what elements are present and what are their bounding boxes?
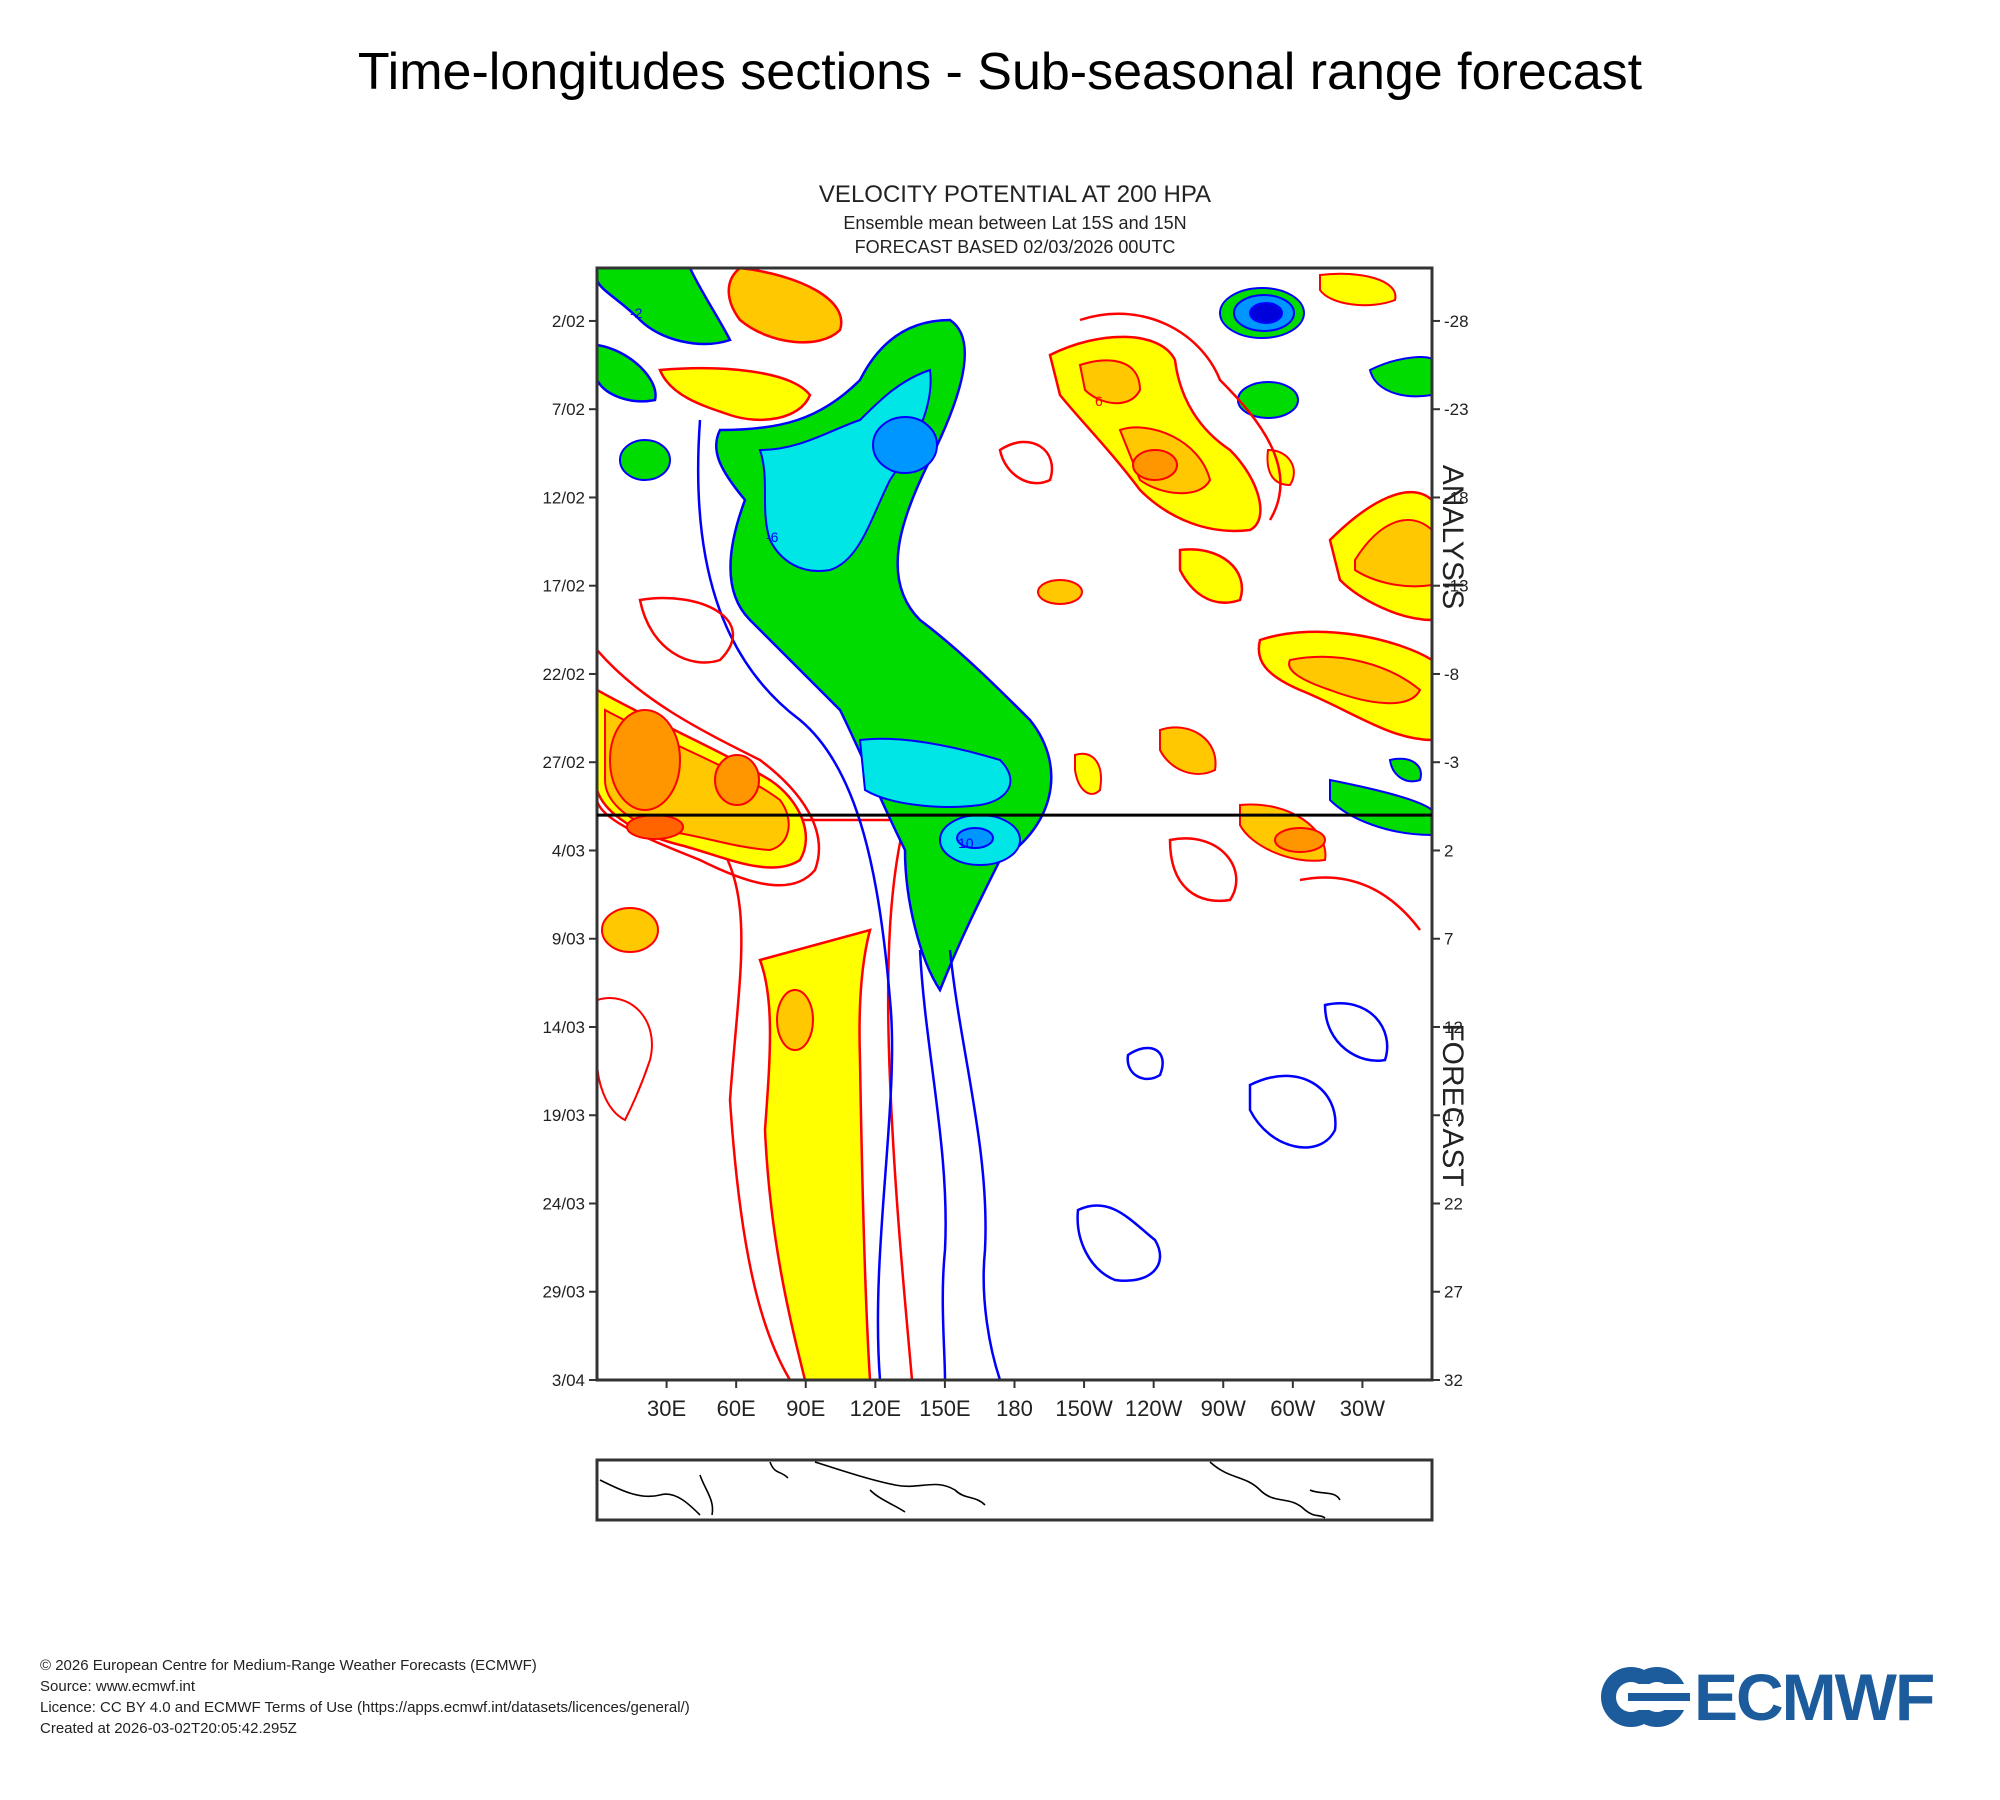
- contour-value-labels: 2 -2 6 -6 10: [630, 305, 1103, 1493]
- y-left-tick-label: 7/02: [552, 400, 585, 419]
- x-tick-label: 30E: [647, 1396, 686, 1421]
- chart-subtitle-2: FORECAST BASED 02/03/2026 00UTC: [855, 237, 1176, 257]
- y-right-tick-label: -3: [1444, 753, 1459, 772]
- y-left-tick-label: 14/03: [542, 1018, 585, 1037]
- y-right-tick-label: -23: [1444, 400, 1469, 419]
- contour-label: -6: [766, 529, 779, 545]
- early-feb-positive: [658, 268, 843, 422]
- contour-label: 10: [958, 835, 974, 851]
- y-left-tick-label: 12/02: [542, 488, 585, 507]
- y-axis-left: 2/02 7/02 12/02 17/02 22/02 27/02 4/03 9/03 14/0…: [542, 312, 597, 1390]
- analysis-label: ANALYSIS: [1436, 465, 1469, 610]
- source-text: Source: www.ecmwf.int: [40, 1678, 196, 1695]
- y-right-tick-label: 7: [1444, 930, 1453, 949]
- east-pacific-positive: [1037, 335, 1262, 795]
- world-map-strip: [595, 1458, 1434, 1522]
- x-tick-label: 30W: [1340, 1396, 1385, 1421]
- y-left-tick-label: 24/03: [542, 1194, 585, 1213]
- y-left-tick-label: 4/03: [552, 841, 585, 860]
- atlantic-positive: [1239, 272, 1432, 862]
- y-left-tick-label: 17/02: [542, 577, 585, 596]
- y-right-tick-label: -28: [1444, 312, 1469, 331]
- page-title: Time-longitudes sections - Sub-seasonal …: [357, 43, 1643, 101]
- x-tick-label: 120E: [850, 1396, 901, 1421]
- y-right-tick-label: 12: [1444, 1018, 1463, 1037]
- y-right-tick-label: -13: [1444, 577, 1469, 596]
- y-right-tick-label: 2: [1444, 841, 1453, 860]
- y-right-tick-label: 22: [1444, 1194, 1463, 1213]
- y-left-tick-label: 29/03: [542, 1283, 585, 1302]
- ecmwf-logo: ECMWF: [1598, 1660, 1935, 1734]
- chart-subtitle-1: Ensemble mean between Lat 15S and 15N: [843, 213, 1186, 233]
- ecmwf-logo-text: ECMWF: [1694, 1660, 1935, 1734]
- contour-label: 6: [1095, 393, 1103, 409]
- y-left-tick-label: 27/02: [542, 753, 585, 772]
- created-text: Created at 2026-03-02T20:05:42.295Z: [40, 1720, 297, 1737]
- x-tick-label: 120W: [1125, 1396, 1183, 1421]
- x-tick-label: 150E: [919, 1396, 970, 1421]
- x-tick-label: 180: [996, 1396, 1033, 1421]
- maritime-continent-negative: [696, 318, 1053, 1380]
- x-tick-label: 60E: [717, 1396, 756, 1421]
- south-america-negative: [1076, 287, 1432, 1283]
- y-left-tick-label: 2/02: [552, 312, 585, 331]
- x-tick-label: 90W: [1201, 1396, 1246, 1421]
- footer: © 2026 European Centre for Medium-Range …: [40, 1655, 690, 1739]
- y-left-tick-label: 3/04: [552, 1371, 585, 1390]
- y-left-tick-label: 9/03: [552, 930, 585, 949]
- x-tick-label: 90E: [786, 1396, 825, 1421]
- west-early-negative: [597, 268, 732, 481]
- copyright-text: © 2026 European Centre for Medium-Range …: [40, 1657, 537, 1674]
- y-right-tick-label: -8: [1444, 665, 1459, 684]
- x-tick-label: 60W: [1270, 1396, 1315, 1421]
- y-right-tick-label: 32: [1444, 1371, 1463, 1390]
- x-tick-label: 150W: [1055, 1396, 1113, 1421]
- x-axis: 30E 60E 90E 120E 150E 180 150W 120W 90W 60W 30W: [647, 1380, 1385, 1421]
- forecast-label: FORECAST: [1436, 1023, 1469, 1186]
- velocity-potential-field: [597, 268, 1432, 1380]
- ecmwf-logo-icon: [1601, 1667, 1690, 1727]
- positive-contour-lines: [638, 312, 1421, 931]
- y-right-tick-label: -18: [1444, 488, 1469, 507]
- chart-title: VELOCITY POTENTIAL AT 200 HPA: [819, 181, 1211, 208]
- coastline-sketch: [599, 1461, 1341, 1519]
- y-left-tick-label: 19/03: [542, 1106, 585, 1125]
- y-right-tick-label: 27: [1444, 1283, 1463, 1302]
- indian-ocean-forecast-ridge: [696, 818, 914, 1380]
- contour-label: -2: [630, 305, 643, 321]
- y-right-tick-label: 17: [1444, 1106, 1463, 1125]
- licence-text: Licence: CC BY 4.0 and ECMWF Terms of Us…: [40, 1699, 690, 1716]
- y-left-tick-label: 22/02: [542, 665, 585, 684]
- africa-positive-max: [597, 648, 821, 1122]
